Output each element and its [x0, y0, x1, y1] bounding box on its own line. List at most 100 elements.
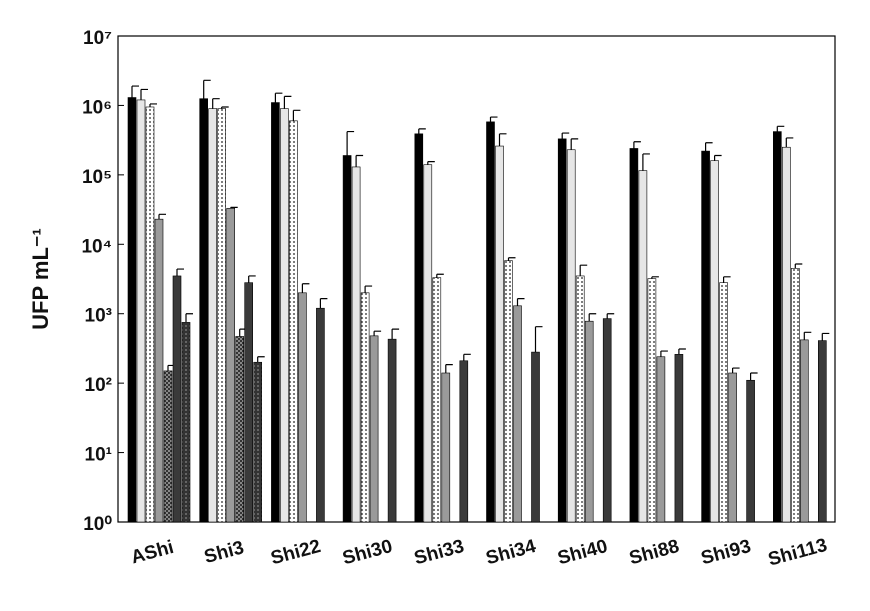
bar: [629, 148, 639, 523]
error-bar: [436, 273, 444, 278]
bar: [557, 138, 567, 523]
x-tick-label: AShi: [129, 537, 176, 568]
error-bar: [489, 116, 498, 122]
error-bar: [158, 213, 166, 220]
bar: [154, 218, 164, 523]
error-bar: [750, 372, 758, 381]
bar: [710, 160, 719, 523]
error-bar: [283, 95, 292, 109]
bar: [181, 322, 191, 523]
bar: [647, 278, 657, 523]
bar: [504, 260, 513, 523]
bar: [656, 356, 666, 523]
error-bar: [776, 125, 785, 132]
error-bar: [714, 154, 722, 161]
error-bar: [463, 353, 471, 361]
y-tick-label: 10²: [85, 375, 112, 396]
bar: [414, 133, 424, 523]
bar: [817, 340, 827, 523]
error-bar: [203, 79, 211, 99]
bar: [208, 108, 217, 523]
error-bar: [821, 332, 830, 341]
error-bar: [373, 330, 382, 336]
bar: [280, 108, 289, 523]
x-tick-label: Shi30: [340, 536, 394, 569]
bar: [127, 97, 137, 523]
bar: [432, 277, 442, 523]
bar: [342, 155, 352, 523]
bar: [566, 149, 576, 523]
bar: [244, 282, 253, 523]
x-tick-label: Shi40: [555, 536, 609, 569]
error-bar: [346, 130, 355, 156]
error-bar: [651, 276, 659, 279]
error-bar: [794, 263, 803, 269]
error-bar: [274, 92, 283, 103]
y-tick-label: 10¹: [85, 445, 112, 466]
y-tick-label: 10⁰: [83, 514, 112, 535]
bar: [235, 336, 244, 523]
bar: [199, 98, 208, 523]
bar: [316, 307, 325, 523]
x-tick-label: Shi93: [699, 536, 753, 569]
error-bar: [257, 356, 265, 363]
plot-frame: [117, 35, 836, 523]
error-bar: [606, 313, 615, 319]
error-bar: [221, 106, 229, 109]
bar: [602, 318, 612, 523]
error-bar: [301, 283, 310, 293]
error-bar: [732, 367, 740, 373]
error-bar: [319, 298, 328, 309]
y-tick-label: 10³: [85, 306, 112, 327]
error-bar: [660, 350, 668, 357]
error-bar: [140, 88, 148, 100]
bar: [790, 268, 800, 523]
error-bar: [633, 141, 641, 149]
bar: [772, 131, 782, 523]
bar: [513, 305, 522, 523]
bar: [289, 120, 298, 523]
bar: [495, 145, 504, 523]
error-bar: [785, 137, 794, 148]
bar: [298, 292, 307, 523]
bar: [459, 360, 469, 523]
error-bar: [498, 133, 507, 147]
bar: [423, 164, 433, 523]
bar: [781, 146, 791, 523]
y-tick-label: 10⁶: [82, 97, 112, 118]
bar: [701, 150, 710, 523]
y-axis-label: UFP mL⁻¹: [28, 228, 53, 330]
error-bar: [131, 85, 139, 98]
x-tick-label: Shi22: [269, 536, 323, 569]
bar: [719, 282, 728, 523]
y-tick-label: 10⁷: [83, 28, 112, 49]
error-bar: [364, 285, 373, 293]
bar: [136, 99, 146, 523]
bar: [531, 351, 540, 523]
error-bar: [642, 153, 650, 171]
error-bar: [185, 313, 193, 323]
error-bar: [248, 275, 256, 283]
bar: [387, 338, 397, 523]
error-bar: [534, 326, 543, 353]
error-bar: [149, 103, 157, 107]
x-tick-label: Shi88: [627, 536, 681, 569]
bar: [575, 275, 585, 523]
bar: [441, 372, 451, 523]
error-bar: [292, 109, 301, 121]
error-bar: [427, 161, 435, 165]
error-bar: [176, 268, 184, 276]
bar: [351, 166, 361, 523]
x-tick-label: Shi33: [412, 536, 466, 569]
error-bar: [507, 257, 516, 261]
bar: [163, 370, 173, 523]
error-bar: [445, 363, 453, 373]
error-bar: [570, 138, 579, 150]
error-bar: [579, 264, 588, 276]
error-bar: [561, 132, 570, 139]
error-bar: [588, 313, 597, 322]
bar: [638, 170, 648, 523]
bar: [799, 339, 809, 523]
error-bar: [705, 142, 713, 152]
